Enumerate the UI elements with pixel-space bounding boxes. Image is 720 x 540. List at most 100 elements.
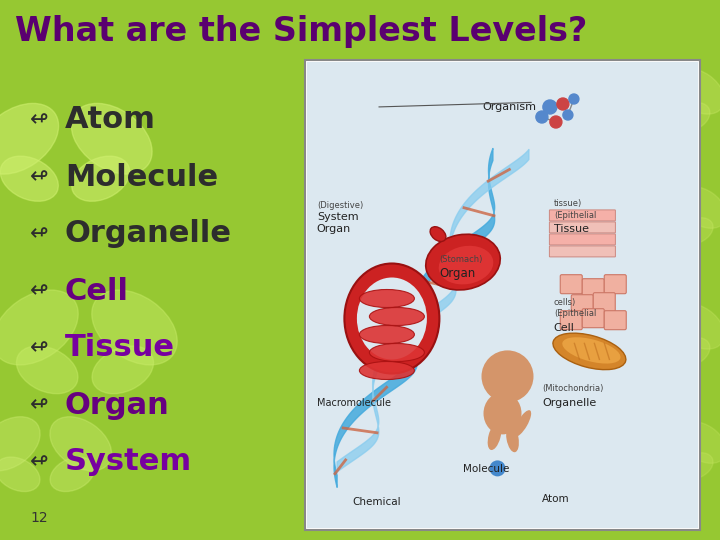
- FancyBboxPatch shape: [582, 309, 604, 328]
- Circle shape: [482, 350, 534, 402]
- Ellipse shape: [624, 422, 671, 463]
- Ellipse shape: [672, 103, 710, 132]
- Text: (Stomach): (Stomach): [439, 255, 482, 264]
- Ellipse shape: [484, 393, 521, 434]
- Ellipse shape: [72, 156, 130, 201]
- Circle shape: [563, 110, 573, 120]
- Ellipse shape: [17, 346, 78, 394]
- FancyBboxPatch shape: [549, 210, 616, 221]
- Ellipse shape: [359, 326, 415, 343]
- Ellipse shape: [626, 103, 664, 132]
- Text: Macromolecule: Macromolecule: [317, 398, 391, 408]
- FancyBboxPatch shape: [593, 293, 616, 312]
- Text: Cell: Cell: [554, 323, 575, 333]
- Ellipse shape: [679, 422, 720, 463]
- FancyBboxPatch shape: [604, 310, 626, 330]
- Ellipse shape: [624, 187, 671, 228]
- Ellipse shape: [672, 69, 720, 114]
- Circle shape: [536, 111, 548, 123]
- Text: cells): cells): [554, 298, 576, 307]
- Ellipse shape: [430, 227, 446, 241]
- Ellipse shape: [0, 103, 58, 174]
- Ellipse shape: [71, 103, 152, 174]
- Text: Organelle: Organelle: [65, 219, 232, 248]
- Ellipse shape: [0, 417, 40, 471]
- Ellipse shape: [553, 333, 626, 370]
- Text: ↫: ↫: [30, 338, 49, 358]
- Ellipse shape: [369, 307, 424, 326]
- Text: ↫: ↫: [30, 167, 49, 187]
- Text: ↫: ↫: [30, 110, 49, 130]
- Ellipse shape: [487, 423, 501, 450]
- Text: Organism: Organism: [482, 102, 536, 112]
- Ellipse shape: [0, 457, 40, 491]
- Ellipse shape: [637, 453, 671, 480]
- FancyBboxPatch shape: [549, 234, 616, 245]
- FancyBboxPatch shape: [560, 275, 582, 294]
- Ellipse shape: [92, 346, 153, 394]
- Text: Organ: Organ: [65, 390, 170, 420]
- Text: System: System: [65, 448, 192, 476]
- Circle shape: [550, 116, 562, 128]
- Ellipse shape: [506, 424, 519, 452]
- Ellipse shape: [426, 234, 500, 290]
- Text: Molecule: Molecule: [463, 464, 509, 474]
- Text: (Epithelial: (Epithelial: [554, 211, 596, 220]
- Text: Chemical: Chemical: [352, 497, 401, 507]
- Ellipse shape: [50, 417, 112, 471]
- Circle shape: [557, 98, 569, 110]
- FancyBboxPatch shape: [582, 279, 604, 298]
- FancyBboxPatch shape: [604, 275, 626, 294]
- Text: Atom: Atom: [542, 495, 570, 504]
- Ellipse shape: [359, 289, 415, 307]
- Ellipse shape: [679, 187, 720, 228]
- Text: Cell: Cell: [65, 276, 129, 306]
- Ellipse shape: [612, 69, 664, 114]
- Text: Organ: Organ: [317, 224, 351, 234]
- FancyBboxPatch shape: [549, 222, 616, 233]
- Text: System: System: [317, 212, 359, 222]
- Ellipse shape: [672, 338, 710, 367]
- Text: ↫: ↫: [30, 395, 49, 415]
- Bar: [307, 62, 698, 528]
- Bar: [305, 60, 700, 530]
- Text: (Mitochondria): (Mitochondria): [542, 384, 603, 394]
- Text: Organ: Organ: [439, 267, 475, 280]
- Ellipse shape: [438, 246, 493, 285]
- Text: ↫: ↫: [30, 224, 49, 244]
- Circle shape: [543, 100, 557, 114]
- Circle shape: [569, 94, 579, 104]
- Ellipse shape: [672, 303, 720, 349]
- Text: ↫: ↫: [30, 281, 49, 301]
- Circle shape: [490, 461, 505, 476]
- Ellipse shape: [344, 264, 439, 374]
- Ellipse shape: [514, 410, 531, 437]
- Ellipse shape: [91, 290, 177, 365]
- Text: Tissue: Tissue: [554, 224, 589, 234]
- Text: Organelle: Organelle: [542, 398, 596, 408]
- Text: ↫: ↫: [30, 452, 49, 472]
- Text: Atom: Atom: [65, 105, 156, 134]
- FancyBboxPatch shape: [571, 295, 593, 314]
- Ellipse shape: [50, 457, 94, 491]
- Text: Tissue: Tissue: [65, 334, 175, 362]
- Text: Molecule: Molecule: [65, 163, 218, 192]
- Ellipse shape: [357, 278, 427, 360]
- Text: (Digestive): (Digestive): [317, 201, 363, 210]
- Ellipse shape: [0, 156, 58, 201]
- Ellipse shape: [369, 343, 424, 361]
- Ellipse shape: [679, 453, 713, 480]
- Ellipse shape: [359, 361, 415, 380]
- Ellipse shape: [637, 218, 671, 244]
- FancyBboxPatch shape: [549, 246, 616, 257]
- Text: 12: 12: [30, 511, 48, 525]
- Text: What are the Simplest Levels?: What are the Simplest Levels?: [15, 15, 588, 48]
- Ellipse shape: [679, 218, 713, 244]
- Ellipse shape: [612, 303, 664, 349]
- FancyBboxPatch shape: [560, 310, 582, 330]
- Text: tissue): tissue): [554, 199, 582, 208]
- Text: (Epithelial: (Epithelial: [554, 309, 596, 318]
- Ellipse shape: [562, 338, 621, 363]
- Ellipse shape: [0, 290, 78, 365]
- Ellipse shape: [626, 338, 664, 367]
